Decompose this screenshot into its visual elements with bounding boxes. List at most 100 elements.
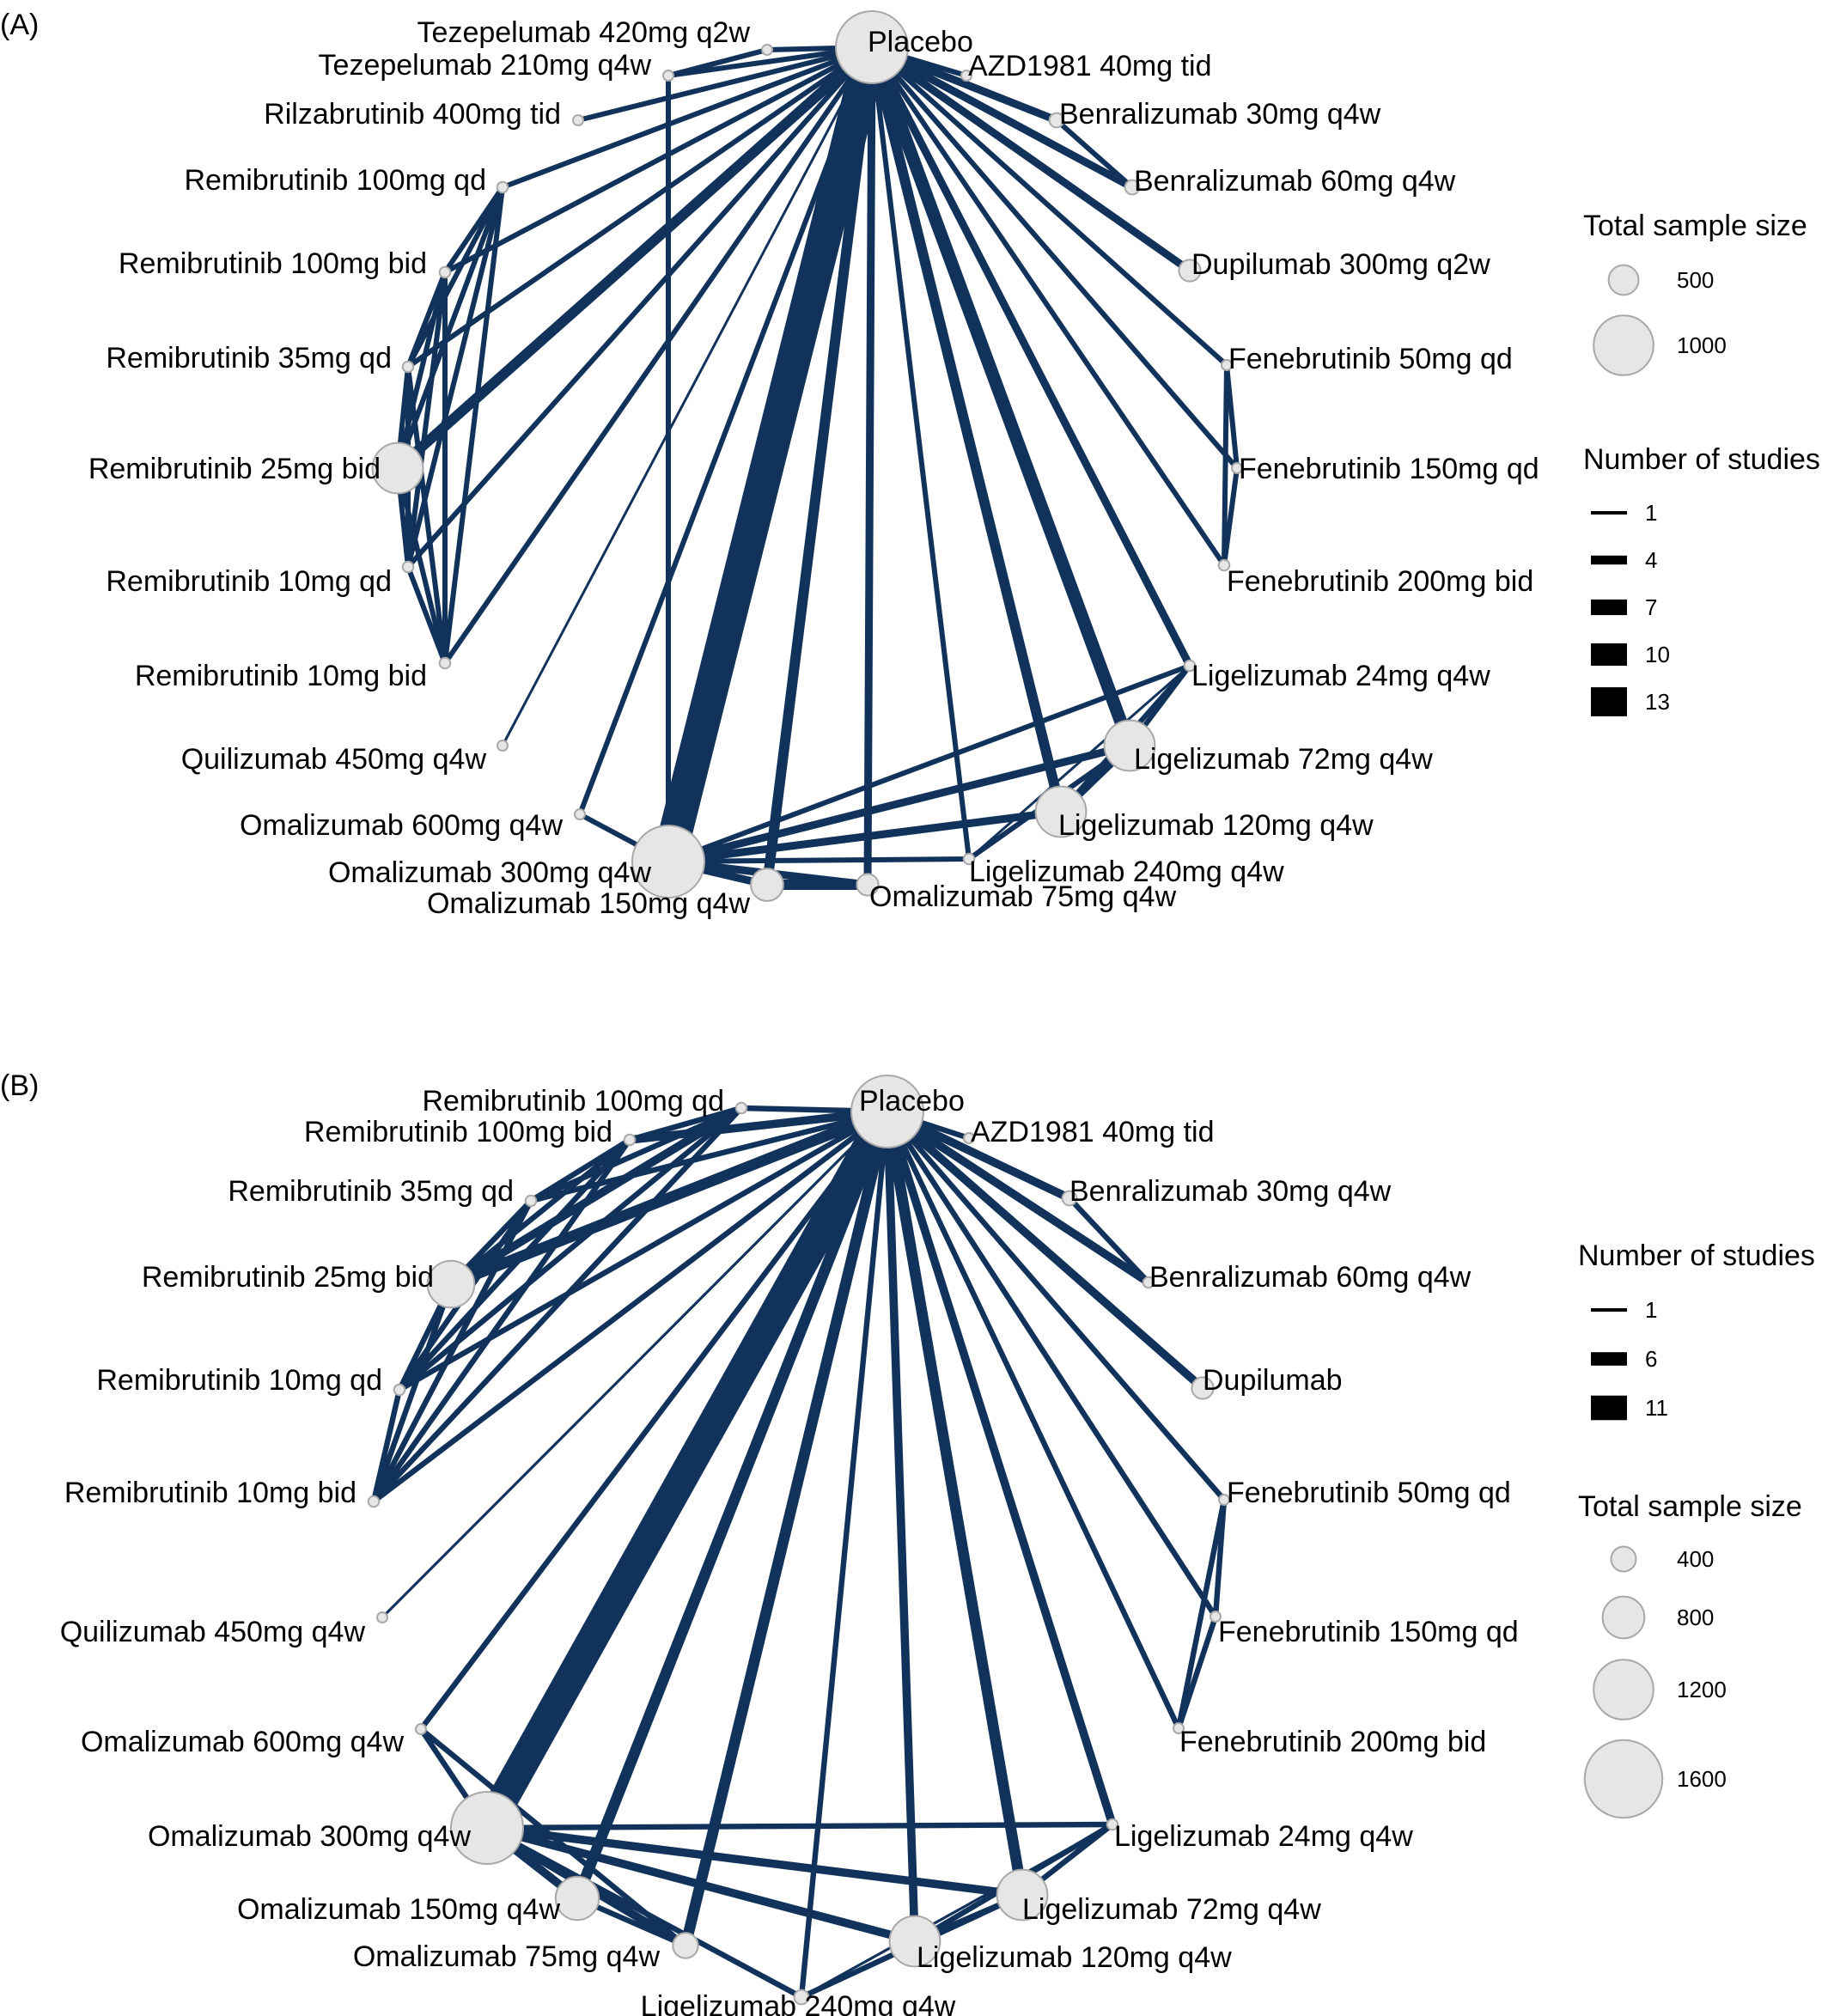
panel-a-sample-legend-circle-0 xyxy=(1607,264,1640,296)
edge-remi35qd-remi10bid xyxy=(371,1199,533,1503)
node-label-azd: AZD1981 40mg tid xyxy=(968,50,1212,82)
edge-remi100qd-remi10bid xyxy=(371,1105,744,1504)
node-label-benra60: Benralizumab 60mg q4w xyxy=(1134,165,1456,198)
panel-a-studies-legend-box-1 xyxy=(1591,555,1627,565)
node-label-oma150: Omalizumab 150mg q4w xyxy=(427,887,751,920)
edge-placebo-lig72 xyxy=(865,45,1136,748)
panel-b-studies-legend-value-1: 6 xyxy=(1645,1346,1657,1372)
edge-placebo-fene50 xyxy=(869,45,1229,368)
node-rilza xyxy=(572,114,584,126)
panel-b-sample-legend-title: Total sample size xyxy=(1578,1490,1802,1523)
node-oma75 xyxy=(856,873,880,897)
edge-placebo-oma300 xyxy=(473,1104,901,1836)
edge-remi100qd-remi35qd xyxy=(405,186,505,368)
edge-placebo-remi100bid xyxy=(629,1107,888,1144)
node-benra30 xyxy=(1048,112,1065,129)
edge-lig24-lig240 xyxy=(968,664,1191,861)
edge-placebo-remi10qd xyxy=(405,46,874,569)
panel-a-studies-legend: 1 4 7 10 13 xyxy=(1591,500,1670,716)
node-label-oma150: Omalizumab 150mg q4w xyxy=(237,1893,561,1926)
node-oma600 xyxy=(415,1723,427,1735)
edge-placebo-dupi xyxy=(884,1108,1206,1392)
edge-remi100qd-remi10bid xyxy=(442,186,505,664)
panel-b-studies-legend-box-2 xyxy=(1591,1395,1627,1421)
edge-placebo-oma75 xyxy=(863,46,876,886)
panel-a-sample-legend-title: Total sample size xyxy=(1583,210,1807,242)
edge-remi10qd-remi10bid xyxy=(370,1389,403,1502)
edge-placebo-dupi xyxy=(869,44,1192,274)
edge-remi25bid-remi10bid xyxy=(370,1282,454,1503)
panel-b-sample-legend-value-3: 1600 xyxy=(1677,1766,1727,1792)
node-label-teze210: Tezepelumab 210mg q4w xyxy=(319,49,652,82)
node-lig24 xyxy=(1106,1818,1119,1831)
node-label-remi10bid: Remibrutinib 10mg bid xyxy=(135,660,427,692)
node-lig72 xyxy=(996,1868,1049,1922)
node-label-oma600: Omalizumab 600mg q4w xyxy=(240,809,564,842)
node-label-rilza: Rilzabrutinib 400mg tid xyxy=(264,98,561,131)
panel-a-label: (A) xyxy=(0,9,39,41)
node-remi100qd xyxy=(734,1101,748,1115)
edge-placebo-oma300 xyxy=(652,43,888,866)
edge-placebo-oma150 xyxy=(762,46,877,886)
node-azd xyxy=(960,70,972,82)
node-placebo xyxy=(850,1075,924,1148)
node-label-fene200: Fenebrutinib 200mg bid xyxy=(1179,1726,1486,1758)
panel-b-sample-legend-circle-0 xyxy=(1610,1545,1637,1573)
panel-b-studies-legend-value-0: 1 xyxy=(1645,1297,1657,1323)
node-label-fene200: Fenebrutinib 200mg bid xyxy=(1227,565,1533,598)
node-remi10qd xyxy=(401,560,415,574)
edge-placebo-rilza xyxy=(577,45,873,123)
panel-b-sample-legend-value-1: 800 xyxy=(1677,1605,1714,1630)
edge-placebo-lig24 xyxy=(883,1110,1117,1826)
edge-fene150-fene200 xyxy=(1222,467,1240,566)
node-lig120 xyxy=(888,1915,941,1968)
node-label-dupi: Dupilumab 300mg q2w xyxy=(1191,248,1490,281)
node-label-lig24: Ligelizumab 24mg q4w xyxy=(1191,660,1490,692)
edge-placebo-lig240 xyxy=(798,1111,891,1998)
node-label-lig240: Ligelizumab 240mg q4w xyxy=(641,1990,956,2016)
node-oma150 xyxy=(554,1875,600,1922)
node-label-dupi: Dupilumab xyxy=(1203,1364,1343,1397)
node-label-remi100bid: Remibrutinib 100mg bid xyxy=(119,247,427,280)
edge-placebo-benra60 xyxy=(885,1107,1151,1287)
node-label-lig240: Ligelizumab 240mg q4w xyxy=(969,856,1284,888)
panel-b-studies-legend-box-0 xyxy=(1591,1308,1627,1312)
panel-a-studies-legend-box-3 xyxy=(1591,643,1627,666)
node-label-fene50: Fenebrutinib 50mg qd xyxy=(1227,1477,1511,1509)
edge-placebo-fene200 xyxy=(869,46,1227,567)
edge-placebo-lig240 xyxy=(869,46,972,860)
node-remi25bid xyxy=(371,442,424,495)
edge-lig120-oma300 xyxy=(667,807,1062,866)
node-lig240 xyxy=(793,1989,810,2006)
edge-lig72-oma300 xyxy=(667,741,1131,866)
node-remi100bid xyxy=(438,265,452,279)
node-fene50 xyxy=(1218,1494,1230,1506)
node-benra60 xyxy=(1142,1276,1155,1289)
edge-placebo-fene150 xyxy=(885,1110,1218,1618)
panel-a-studies-legend-box-4 xyxy=(1591,687,1627,716)
panel-a-studies-legend-value-3: 10 xyxy=(1645,642,1670,667)
edge-placebo-quili xyxy=(381,1110,889,1619)
node-placebo xyxy=(835,10,909,84)
edge-lig24-oma300 xyxy=(667,663,1191,864)
node-label-fene150: Fenebrutinib 150mg qd xyxy=(1239,453,1539,485)
edge-remi100bid-remi10bid xyxy=(371,1138,632,1503)
edge-remi25bid-remi10bid xyxy=(395,467,448,664)
edge-placebo-oma600 xyxy=(577,46,874,816)
node-fene150 xyxy=(1210,1611,1222,1623)
node-label-lig24: Ligelizumab 24mg q4w xyxy=(1114,1820,1413,1853)
panel-b-sample-legend: 400 800 1200 1600 xyxy=(1583,1545,1727,1819)
node-fene200 xyxy=(1173,1722,1185,1734)
node-remi35qd xyxy=(401,360,415,374)
panel-b-label: (B) xyxy=(0,1069,39,1102)
node-quili xyxy=(497,740,509,752)
node-label-remi100qd: Remibrutinib 100mg qd xyxy=(422,1085,724,1118)
panel-a-studies-legend-box-2 xyxy=(1591,599,1627,616)
node-label-lig120: Ligelizumab 120mg q4w xyxy=(917,1941,1232,1974)
node-label-remi35qd: Remibrutinib 35mg qd xyxy=(228,1175,514,1208)
panel-a-edges xyxy=(394,43,1240,890)
edge-placebo-fene50 xyxy=(885,1109,1227,1502)
edge-benra30-benra60 xyxy=(1055,118,1134,190)
node-lig72 xyxy=(1103,719,1156,772)
